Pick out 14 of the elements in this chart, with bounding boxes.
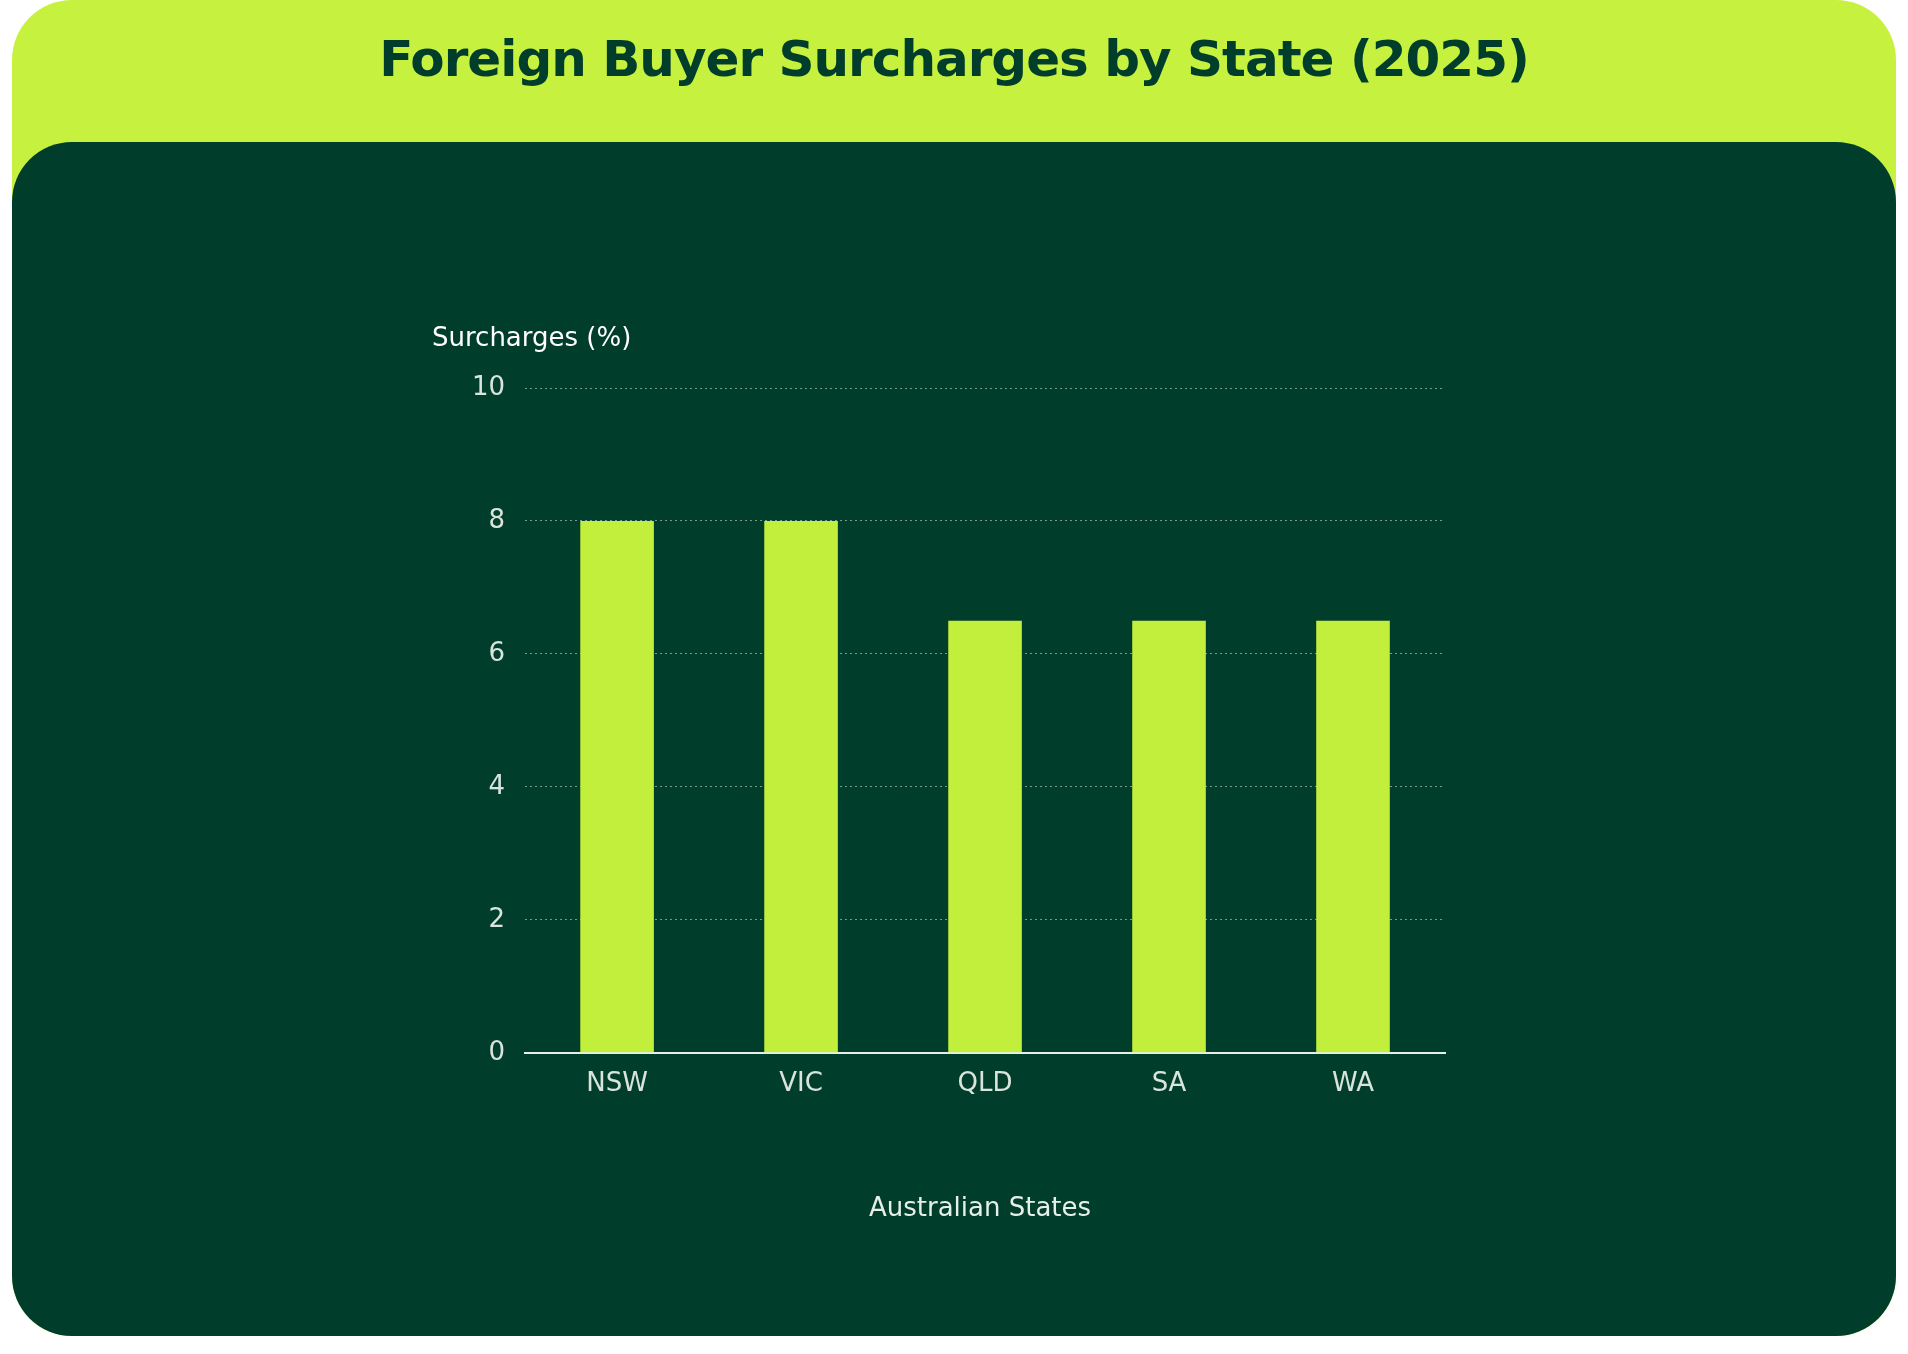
y-tick-label: 0 xyxy=(488,1035,506,1066)
y-axis-title: Surcharges (%) xyxy=(432,322,632,352)
x-axis-title: Australian States xyxy=(867,1192,1093,1222)
y-tick-label: 10 xyxy=(471,370,506,401)
x-tick-label: QLD xyxy=(957,1067,1013,1098)
x-tick-label: VIC xyxy=(779,1067,823,1098)
chart-title: Foreign Buyer Surcharges by State (2025) xyxy=(378,30,1530,88)
y-tick-label: 8 xyxy=(488,503,506,534)
y-tick-label: 4 xyxy=(488,769,506,800)
y-tick-label: 6 xyxy=(488,636,506,667)
x-tick-label: NSW xyxy=(586,1067,648,1098)
y-tick-label: 2 xyxy=(488,902,506,933)
x-tick-label: SA xyxy=(1151,1067,1187,1098)
x-tick-label: WA xyxy=(1331,1067,1375,1098)
